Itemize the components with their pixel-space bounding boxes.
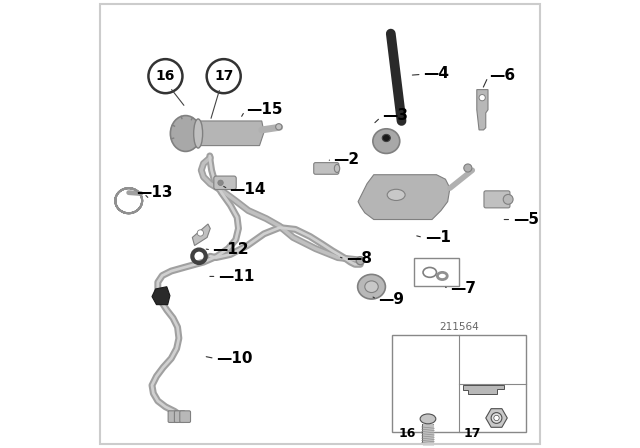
Polygon shape: [192, 121, 264, 146]
Text: 16: 16: [398, 427, 416, 440]
Text: —1: —1: [425, 230, 451, 245]
Circle shape: [479, 95, 485, 101]
Text: —6: —6: [490, 68, 515, 83]
FancyBboxPatch shape: [392, 335, 526, 432]
Ellipse shape: [356, 257, 364, 265]
Text: 17: 17: [214, 69, 234, 83]
Polygon shape: [152, 287, 170, 305]
Text: —13: —13: [136, 185, 173, 200]
Ellipse shape: [464, 164, 472, 172]
Ellipse shape: [276, 124, 282, 130]
Text: —10: —10: [216, 351, 253, 366]
Ellipse shape: [170, 116, 201, 151]
Text: —14: —14: [230, 181, 266, 197]
Text: 16: 16: [156, 69, 175, 83]
FancyBboxPatch shape: [484, 191, 510, 208]
Ellipse shape: [194, 119, 203, 148]
Polygon shape: [477, 90, 488, 130]
Text: 17: 17: [463, 427, 481, 440]
Text: —9: —9: [378, 292, 404, 307]
FancyBboxPatch shape: [214, 176, 236, 190]
Ellipse shape: [334, 164, 340, 172]
Text: 211564: 211564: [439, 322, 479, 332]
FancyBboxPatch shape: [314, 163, 339, 174]
Polygon shape: [358, 175, 450, 220]
Circle shape: [148, 59, 182, 93]
Ellipse shape: [387, 190, 405, 201]
Polygon shape: [192, 224, 210, 246]
Ellipse shape: [382, 134, 390, 142]
Text: —5: —5: [513, 212, 539, 227]
Ellipse shape: [358, 274, 385, 299]
FancyBboxPatch shape: [180, 411, 191, 422]
Text: —12: —12: [212, 242, 249, 258]
Circle shape: [218, 180, 223, 185]
FancyBboxPatch shape: [168, 411, 179, 422]
Text: —15: —15: [246, 102, 283, 117]
Circle shape: [491, 413, 502, 423]
Polygon shape: [463, 384, 504, 395]
Text: —4: —4: [423, 65, 449, 81]
Text: —2: —2: [333, 151, 360, 167]
FancyBboxPatch shape: [414, 258, 459, 286]
Circle shape: [207, 59, 241, 93]
Text: —7: —7: [450, 281, 476, 297]
Ellipse shape: [420, 414, 436, 424]
Text: —11: —11: [218, 269, 254, 284]
Circle shape: [494, 415, 499, 421]
Ellipse shape: [503, 194, 513, 204]
Ellipse shape: [365, 281, 378, 293]
Ellipse shape: [373, 129, 400, 154]
FancyBboxPatch shape: [174, 411, 185, 422]
Text: —8: —8: [346, 251, 372, 267]
Text: —3: —3: [382, 108, 408, 123]
Circle shape: [197, 230, 204, 236]
